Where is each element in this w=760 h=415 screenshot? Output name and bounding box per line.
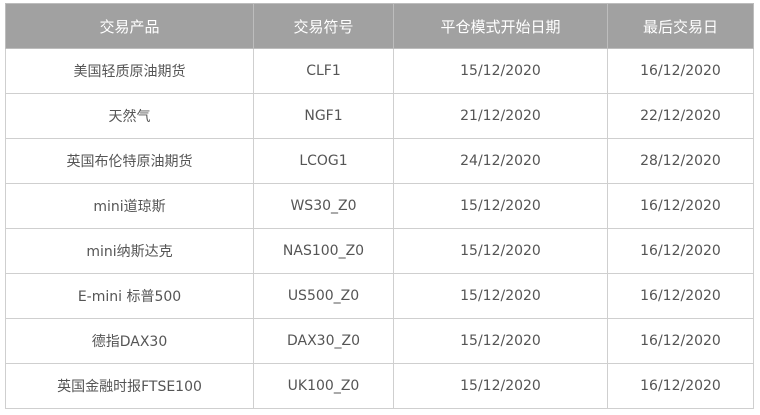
cell-last-trading-day: 16/12/2020 <box>607 273 754 319</box>
cell-product: mini道琼斯 <box>5 183 254 229</box>
cell-last-trading-day: 16/12/2020 <box>607 48 754 94</box>
cell-symbol: UK100_Z0 <box>253 363 394 409</box>
header-product: 交易产品 <box>5 3 254 49</box>
table-row: mini纳斯达克 NAS100_Z0 15/12/2020 16/12/2020 <box>5 228 754 274</box>
cell-product: E-mini 标普500 <box>5 273 254 319</box>
cell-product: 英国布伦特原油期货 <box>5 138 254 184</box>
cell-close-mode-start: 15/12/2020 <box>393 183 608 229</box>
table-row: 德指DAX30 DAX30_Z0 15/12/2020 16/12/2020 <box>5 318 754 364</box>
header-symbol: 交易符号 <box>253 3 394 49</box>
cell-last-trading-day: 28/12/2020 <box>607 138 754 184</box>
table-row: 英国布伦特原油期货 LCOG1 24/12/2020 28/12/2020 <box>5 138 754 184</box>
cell-symbol: LCOG1 <box>253 138 394 184</box>
table-row: 美国轻质原油期货 CLF1 15/12/2020 16/12/2020 <box>5 48 754 94</box>
cell-close-mode-start: 21/12/2020 <box>393 93 608 139</box>
table-row: 英国金融时报FTSE100 UK100_Z0 15/12/2020 16/12/202… <box>5 363 754 409</box>
table-row: E-mini 标普500 US500_Z0 15/12/2020 16/12/2020 <box>5 273 754 319</box>
cell-product: 天然气 <box>5 93 254 139</box>
cell-symbol: US500_Z0 <box>253 273 394 319</box>
cell-close-mode-start: 15/12/2020 <box>393 273 608 319</box>
cell-close-mode-start: 15/12/2020 <box>393 228 608 274</box>
table-row: 天然气 NGF1 21/12/2020 22/12/2020 <box>5 93 754 139</box>
cell-product: 英国金融时报FTSE100 <box>5 363 254 409</box>
cell-symbol: CLF1 <box>253 48 394 94</box>
cell-close-mode-start: 15/12/2020 <box>393 318 608 364</box>
cell-symbol: DAX30_Z0 <box>253 318 394 364</box>
cell-close-mode-start: 15/12/2020 <box>393 363 608 409</box>
cell-symbol: NGF1 <box>253 93 394 139</box>
cell-product: mini纳斯达克 <box>5 228 254 274</box>
cell-last-trading-day: 16/12/2020 <box>607 318 754 364</box>
cell-product: 美国轻质原油期货 <box>5 48 254 94</box>
expiry-table: 交易产品 交易符号 平仓模式开始日期 最后交易日 美国轻质原油期货 CLF1 15/… <box>5 3 754 409</box>
header-close-mode-start: 平仓模式开始日期 <box>393 3 608 49</box>
cell-close-mode-start: 15/12/2020 <box>393 48 608 94</box>
cell-last-trading-day: 16/12/2020 <box>607 363 754 409</box>
cell-product: 德指DAX30 <box>5 318 254 364</box>
cell-last-trading-day: 16/12/2020 <box>607 228 754 274</box>
cell-close-mode-start: 24/12/2020 <box>393 138 608 184</box>
header-last-trading-day: 最后交易日 <box>607 3 754 49</box>
header-row: 交易产品 交易符号 平仓模式开始日期 最后交易日 <box>5 3 754 49</box>
cell-symbol: NAS100_Z0 <box>253 228 394 274</box>
cell-last-trading-day: 16/12/2020 <box>607 183 754 229</box>
cell-symbol: WS30_Z0 <box>253 183 394 229</box>
cell-last-trading-day: 22/12/2020 <box>607 93 754 139</box>
table-row: mini道琼斯 WS30_Z0 15/12/2020 16/12/2020 <box>5 183 754 229</box>
